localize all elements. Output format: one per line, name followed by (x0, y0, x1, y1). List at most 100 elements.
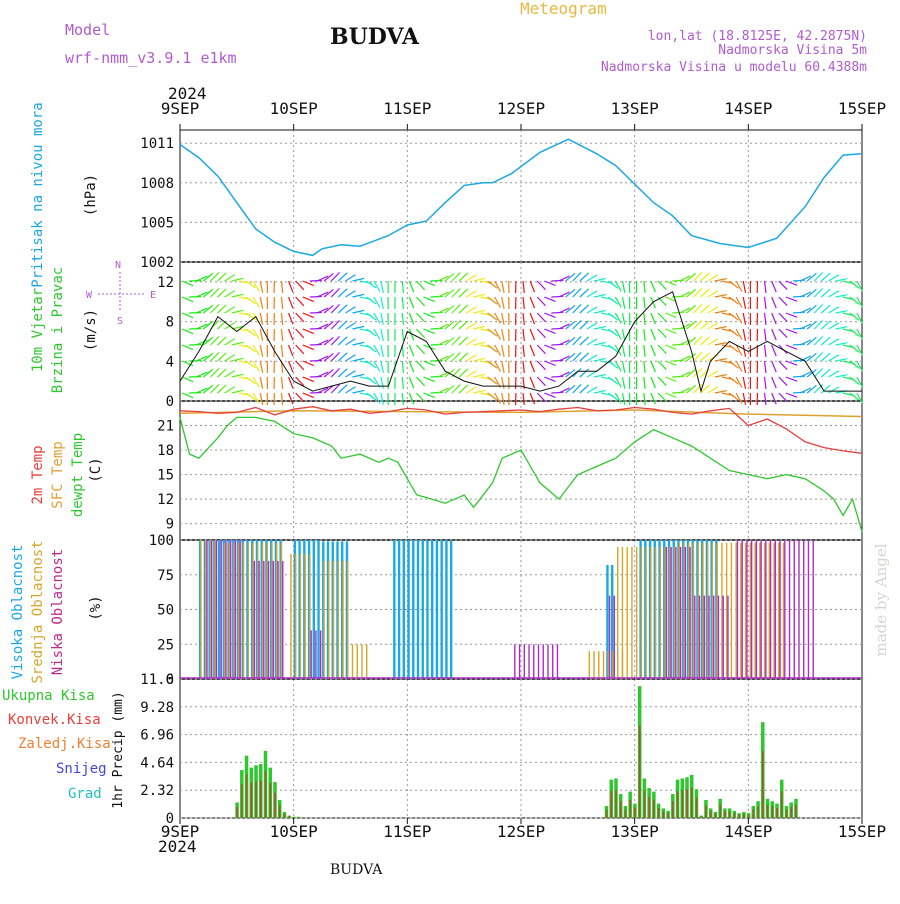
wind-arrow (303, 329, 314, 334)
precip-conv-bar (288, 816, 290, 818)
wind-arrow (381, 329, 383, 341)
cloud-bar (252, 543, 253, 679)
wind-arrow (622, 281, 624, 293)
cloud-bar (666, 547, 667, 679)
cloud-bar (674, 547, 675, 679)
wind-arrow (381, 297, 383, 309)
wind-arrow (289, 329, 293, 340)
wind-arrow (594, 311, 606, 313)
wind-arrow (289, 281, 293, 292)
wind-arrow (523, 281, 524, 293)
wind-arrow (836, 343, 848, 345)
cloud-bar (547, 644, 548, 679)
wind-arrow (651, 329, 656, 340)
wind-arrow (530, 297, 534, 308)
wind-arrow (701, 273, 710, 281)
cloud-bar (617, 547, 618, 679)
cloud-bar (224, 543, 225, 679)
dew-label: dewpt Temp (70, 433, 86, 517)
wind-arrow (537, 329, 545, 338)
wind-arrow (615, 393, 621, 403)
wind-arrow (772, 361, 777, 372)
wind-arrow (431, 344, 443, 345)
wind-arrow (544, 281, 555, 285)
cloud-bar (243, 543, 244, 679)
wind-arrow (232, 374, 244, 377)
precip-conv-bar (615, 790, 617, 818)
wind-arrow (544, 361, 555, 365)
cloud-bar (258, 561, 259, 679)
wind-arrow (530, 313, 534, 324)
wind-arrow (736, 361, 742, 371)
wind-arrow (260, 377, 263, 389)
signature: made by Angel (872, 543, 890, 656)
wind-arrow (672, 328, 684, 329)
cloud-bar (702, 543, 703, 679)
wind-arrow (409, 313, 413, 324)
wind-arrow (544, 345, 555, 349)
cloud-bar (608, 651, 609, 679)
top-tick-label: 12SEP (497, 99, 545, 118)
wind-arrow (821, 273, 830, 281)
cloud-bar (609, 596, 610, 679)
wind-arrow (821, 337, 830, 345)
wind-arrow (644, 281, 645, 293)
wind-arrow (665, 313, 676, 317)
wind-arrow (353, 374, 365, 377)
precip-conv-bar (748, 815, 750, 818)
wind-arrow (402, 377, 403, 389)
wind-arrow (409, 345, 413, 356)
wind-arrow (651, 361, 656, 372)
precip-frozen-label: Zaledj.Kisa (18, 736, 111, 752)
wind-arrow (459, 337, 468, 345)
precip-total-label: Ukupna Kisa (2, 688, 95, 704)
precip-conv-bar (696, 798, 698, 818)
cloud-bar (200, 540, 201, 679)
cloud-bar (310, 630, 311, 679)
cloud-bar (403, 540, 405, 679)
wind-arrow (296, 361, 304, 370)
wind-arrow (715, 391, 727, 393)
cloud-bar (645, 547, 646, 679)
wind-arrow (551, 296, 563, 297)
wind-arrow (473, 278, 485, 281)
precip-conv-bar (753, 810, 755, 818)
wind-arrow (800, 324, 811, 329)
wind-arrow (544, 329, 555, 333)
wind-arrow (338, 337, 347, 345)
cloud-bar (636, 547, 637, 679)
cloud-bar (450, 540, 452, 679)
wind-arrow (537, 361, 545, 370)
wind-arrow (779, 361, 787, 370)
wind-arrow (409, 281, 413, 292)
precip-conv-bar (682, 790, 684, 818)
wind-arrow (622, 329, 624, 341)
wind-arrow (381, 345, 383, 357)
wind-arrow (182, 377, 193, 382)
bottom-tick-label: 11SEP (383, 822, 431, 841)
wind-arrow (779, 329, 787, 338)
cloud-bar (764, 543, 765, 679)
cloud-bar (683, 543, 684, 679)
cloud-bar (338, 561, 339, 679)
precip-conv-bar (663, 811, 665, 818)
cloud-bar (675, 547, 676, 679)
wind-arrow (530, 329, 534, 340)
wind-arrow (594, 327, 606, 329)
cloud-bar (281, 543, 282, 679)
wind-arrow (594, 359, 606, 361)
precip-conv-bar (658, 808, 660, 818)
wind-arrow (658, 377, 666, 386)
wind-arrow (424, 361, 435, 365)
cloud-bar (313, 540, 315, 679)
cloud-bar (528, 644, 529, 679)
wind-arrow (665, 393, 676, 397)
cloud-bar (735, 543, 736, 679)
wind-arrow (743, 361, 745, 373)
wind-arrow (296, 297, 304, 306)
cloud-bar (670, 547, 671, 679)
wind-arrow (786, 377, 797, 381)
wind-arrow (473, 374, 485, 377)
wind-arrow (793, 280, 805, 281)
